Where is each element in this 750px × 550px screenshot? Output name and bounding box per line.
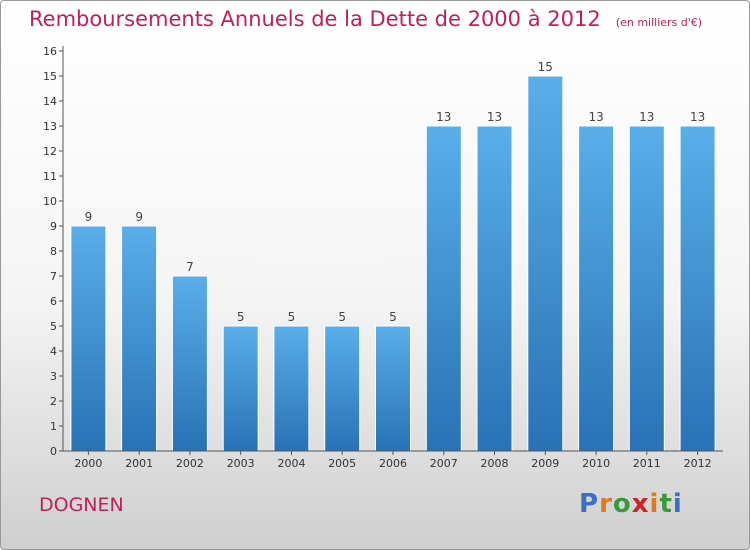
data-label-2011: 13 xyxy=(639,110,654,124)
x-tick-label-2003: 2003 xyxy=(227,457,255,470)
data-label-2002: 7 xyxy=(186,260,194,274)
bar-2010 xyxy=(578,125,615,452)
chart-title: Remboursements Annuels de la Dette de 20… xyxy=(29,7,702,31)
x-tick-label-2000: 2000 xyxy=(74,457,102,470)
y-tick-label-6: 6 xyxy=(50,295,57,308)
x-tick-label-2006: 2006 xyxy=(379,457,407,470)
y-tick-label-14: 14 xyxy=(43,95,57,108)
bar-2004 xyxy=(273,325,310,452)
bar-2006 xyxy=(375,325,411,452)
logo-letter: r xyxy=(599,489,613,519)
bar-2011 xyxy=(628,125,665,452)
y-tick-label-8: 8 xyxy=(50,245,57,258)
x-tick-label-2010: 2010 xyxy=(582,457,610,470)
bar-2009 xyxy=(527,75,564,452)
y-tick-label-15: 15 xyxy=(43,70,57,83)
y-tick-label-10: 10 xyxy=(43,195,57,208)
bar-2007 xyxy=(425,125,462,452)
y-tick-label-12: 12 xyxy=(43,145,57,158)
logo-letter: o xyxy=(612,489,632,519)
logo-letter: i xyxy=(672,489,683,519)
chart-title-text: Remboursements Annuels de la Dette de 20… xyxy=(29,7,601,31)
y-tick-label-16: 16 xyxy=(43,45,57,58)
y-tick-label-0: 0 xyxy=(50,445,57,458)
bar-2008 xyxy=(476,125,513,452)
y-tick-label-9: 9 xyxy=(50,220,57,233)
bar-2003 xyxy=(222,325,259,452)
y-tick-label-11: 11 xyxy=(43,170,57,183)
data-label-2003: 5 xyxy=(237,310,245,324)
x-tick-label-2002: 2002 xyxy=(176,457,204,470)
data-label-2009: 15 xyxy=(538,60,553,74)
x-tick-label-2008: 2008 xyxy=(481,457,509,470)
data-label-2005: 5 xyxy=(338,310,346,324)
y-tick-label-4: 4 xyxy=(50,345,57,358)
bar-2000 xyxy=(70,225,107,452)
data-label-2012: 13 xyxy=(690,110,705,124)
y-tick-label-1: 1 xyxy=(50,420,57,433)
logo-letter: P xyxy=(579,489,600,519)
chart-unit-text: (en milliers d'€) xyxy=(615,16,703,29)
bar-2012 xyxy=(679,125,716,452)
data-label-2006: 5 xyxy=(389,310,397,324)
data-label-2008: 13 xyxy=(487,110,502,124)
x-tick-label-2007: 2007 xyxy=(430,457,458,470)
y-tick-label-7: 7 xyxy=(50,270,57,283)
x-tick-label-2009: 2009 xyxy=(531,457,559,470)
bar-2001 xyxy=(121,225,158,452)
data-label-2000: 9 xyxy=(85,210,93,224)
proxiti-logo: Proxiti xyxy=(579,489,683,519)
data-label-2007: 13 xyxy=(436,110,451,124)
data-label-2004: 5 xyxy=(288,310,296,324)
bar-2002 xyxy=(171,275,208,452)
x-tick-label-2004: 2004 xyxy=(278,457,306,470)
data-label-2010: 13 xyxy=(588,110,603,124)
x-tick-label-2012: 2012 xyxy=(684,457,712,470)
logo-letter: i xyxy=(649,489,660,519)
y-tick-label-3: 3 xyxy=(50,370,57,383)
x-tick-label-2005: 2005 xyxy=(328,457,356,470)
commune-name: DOGNEN xyxy=(39,494,124,516)
y-tick-label-5: 5 xyxy=(50,320,57,333)
logo-letter: x xyxy=(631,489,650,519)
logo-letter: t xyxy=(659,489,673,519)
x-tick-label-2011: 2011 xyxy=(633,457,661,470)
y-tick-label-2: 2 xyxy=(50,395,57,408)
data-label-2001: 9 xyxy=(135,210,143,224)
bar-2005 xyxy=(324,325,361,452)
y-tick-label-13: 13 xyxy=(43,120,57,133)
x-tick-label-2001: 2001 xyxy=(125,457,153,470)
